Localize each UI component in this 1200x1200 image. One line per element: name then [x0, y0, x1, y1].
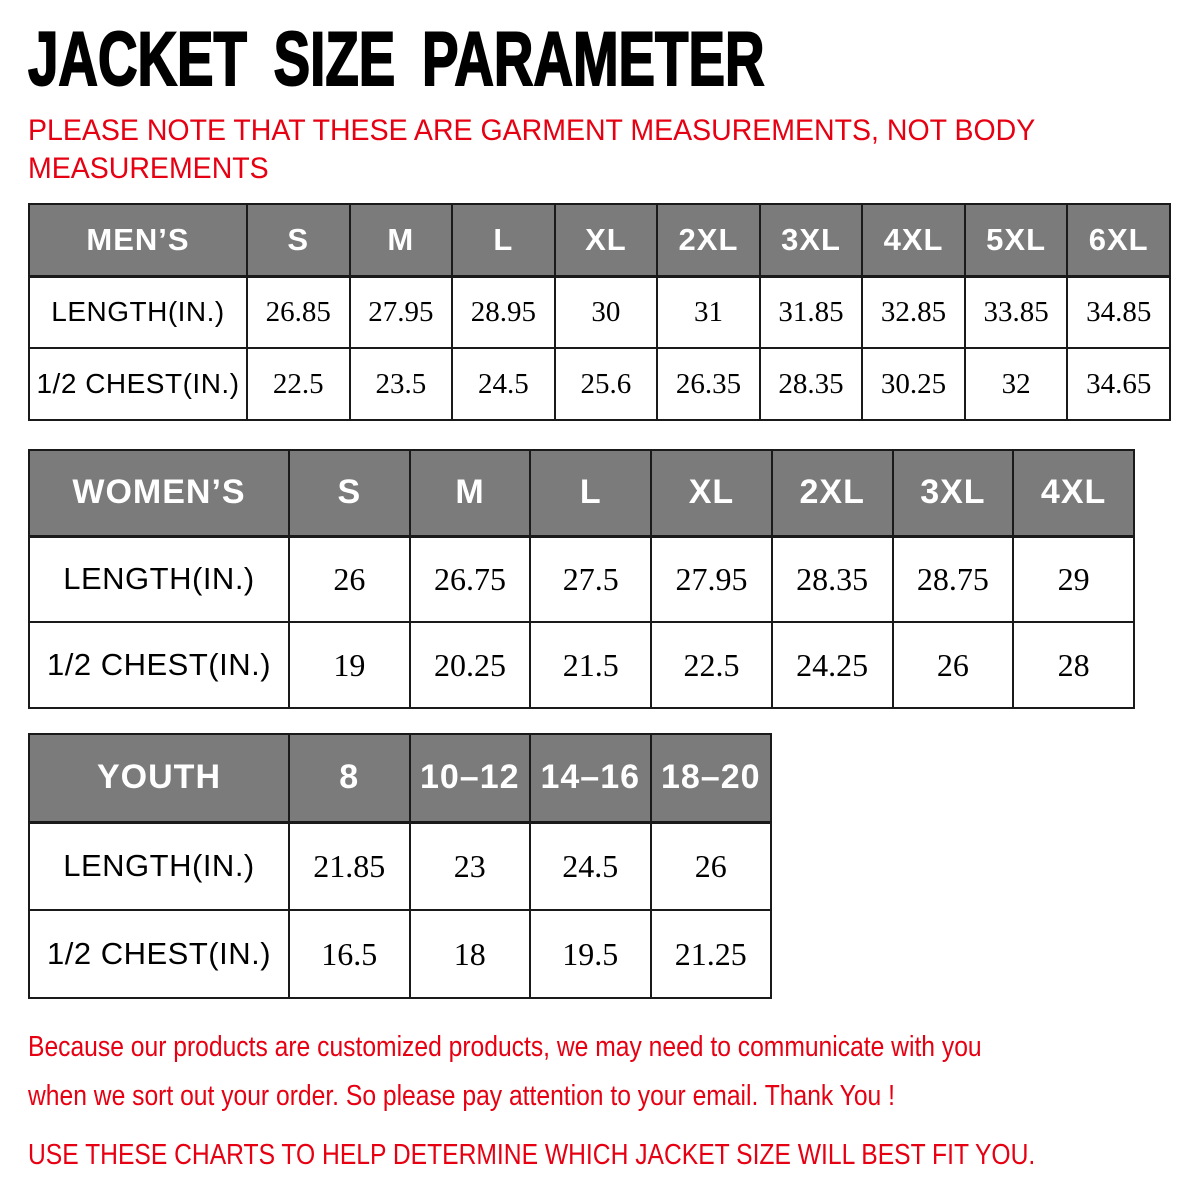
mens-value-cell: 22.5	[246, 347, 351, 421]
womens-value-cell: 26	[288, 535, 411, 623]
youth-row-label-0: LENGTH(IN.)	[28, 821, 290, 911]
mens-value-cell: 24.5	[451, 347, 556, 421]
mens-size-header-6XL: 6XL	[1066, 203, 1171, 278]
youth-value-cell: 24.5	[529, 821, 652, 911]
mens-value-cell: 30	[553, 275, 659, 349]
mens-size-header-M: M	[348, 203, 454, 278]
womens-size-table-section: WOMEN’S S M L XL 2XL 3XL 4XL LENGTH(IN.) 26 26.75 2…	[28, 449, 1200, 709]
mens-value-cell: 28.95	[451, 275, 556, 349]
mens-value-cell: 31.85	[758, 275, 864, 349]
womens-value-cell: 27.5	[529, 535, 653, 623]
mens-value-cell: 33.85	[963, 275, 1069, 349]
customization-notice-line-1: Because our products are customized prod…	[28, 1031, 982, 1063]
garment-note-line-1: PLEASE NOTE THAT THESE ARE GARMENT MEASU…	[28, 114, 1036, 147]
womens-size-header-4XL: 4XL	[1012, 449, 1135, 538]
womens-value-cell: 27.95	[650, 535, 773, 623]
mens-size-header-3XL: 3XL	[758, 203, 864, 278]
fit-advice-line: USE THESE CHARTS TO HELP DETERMINE WHICH…	[28, 1138, 1036, 1171]
mens-value-cell: 32	[963, 347, 1069, 421]
womens-size-header-XL: XL	[650, 449, 773, 538]
size-table-womens: WOMEN’S S M L XL 2XL 3XL 4XL LENGTH(IN.) 26 26.75 2…	[28, 449, 1135, 709]
mens-value-cell: 23.5	[348, 347, 454, 421]
mens-value-cell: 26.35	[656, 347, 761, 421]
womens-value-cell: 24.25	[770, 621, 894, 709]
mens-size-header-5XL: 5XL	[963, 203, 1069, 278]
mens-value-cell: 30.25	[861, 347, 966, 421]
youth-value-cell: 19.5	[529, 909, 652, 999]
mens-value-cell: 26.85	[246, 275, 351, 349]
mens-row-label-1: 1/2 CHEST(IN.)	[28, 347, 248, 421]
youth-value-cell: 26	[649, 821, 772, 911]
youth-value-cell: 21.85	[288, 821, 411, 911]
mens-size-table-section: MEN’S S M L XL 2XL 3XL 4XL 5XL 6XL LENGTH(IN.) 26.8…	[28, 203, 1200, 421]
womens-size-header-M: M	[408, 449, 532, 538]
youth-size-header-10–12: 10–12	[408, 733, 531, 824]
mens-value-cell: 25.6	[553, 347, 659, 421]
size-table-youth: YOUTH 8 10–12 14–16 18–20 LENGTH(IN.) 21.85 23 2…	[28, 733, 772, 999]
mens-value-cell: 34.85	[1066, 275, 1171, 349]
mens-size-header-S: S	[246, 203, 351, 278]
womens-value-cell: 20.25	[408, 621, 532, 709]
womens-group-label: WOMEN’S	[28, 449, 290, 538]
womens-value-cell: 19	[288, 621, 411, 709]
customization-notice-line-2: when we sort out your order. So please p…	[28, 1080, 895, 1113]
mens-size-header-4XL: 4XL	[861, 203, 966, 278]
size-table-mens: MEN’S S M L XL 2XL 3XL 4XL 5XL 6XL LENGTH(IN.) 26.8…	[28, 203, 1171, 421]
mens-value-cell: 27.95	[348, 275, 454, 349]
mens-size-header-L: L	[451, 203, 556, 278]
womens-size-header-2XL: 2XL	[770, 449, 894, 538]
mens-size-header-XL: XL	[553, 203, 659, 278]
youth-size-header-18–20: 18–20	[649, 733, 772, 824]
womens-value-cell: 28	[1012, 621, 1135, 709]
youth-size-header-14–16: 14–16	[529, 733, 652, 824]
mens-value-cell: 32.85	[861, 275, 966, 349]
womens-value-cell: 29	[1012, 535, 1135, 623]
mens-row-label-0: LENGTH(IN.)	[28, 275, 248, 349]
youth-size-header-8: 8	[288, 733, 411, 824]
womens-value-cell: 26	[891, 621, 1015, 709]
womens-row-label-1: 1/2 CHEST(IN.)	[28, 621, 290, 709]
youth-size-table-section: YOUTH 8 10–12 14–16 18–20 LENGTH(IN.) 21.85 23 2…	[28, 733, 1200, 999]
womens-size-header-S: S	[288, 449, 411, 538]
mens-value-cell: 28.35	[758, 347, 864, 421]
youth-row-label-1: 1/2 CHEST(IN.)	[28, 909, 290, 999]
womens-value-cell: 26.75	[408, 535, 532, 623]
youth-value-cell: 16.5	[288, 909, 411, 999]
mens-size-header-2XL: 2XL	[656, 203, 761, 278]
womens-size-header-3XL: 3XL	[891, 449, 1015, 538]
womens-value-cell: 28.75	[891, 535, 1015, 623]
womens-value-cell: 21.5	[529, 621, 653, 709]
womens-value-cell: 28.35	[770, 535, 894, 623]
customization-notice: Because our products are customized prod…	[28, 1023, 1024, 1122]
youth-value-cell: 21.25	[649, 909, 772, 999]
garment-measurement-note: PLEASE NOTE THAT THESE ARE GARMENT MEASU…	[28, 112, 1141, 187]
youth-value-cell: 23	[408, 821, 531, 911]
womens-size-header-L: L	[529, 449, 653, 538]
womens-row-label-0: LENGTH(IN.)	[28, 535, 290, 623]
page-title: JACKET SIZE PARAMETER	[27, 17, 765, 102]
mens-value-cell: 31	[656, 275, 761, 349]
garment-note-line-2: MEASUREMENTS	[28, 151, 269, 185]
womens-value-cell: 22.5	[650, 621, 773, 709]
youth-value-cell: 18	[408, 909, 531, 999]
mens-group-label: MEN’S	[28, 203, 248, 278]
mens-value-cell: 34.65	[1066, 347, 1171, 421]
youth-group-label: YOUTH	[28, 733, 290, 824]
